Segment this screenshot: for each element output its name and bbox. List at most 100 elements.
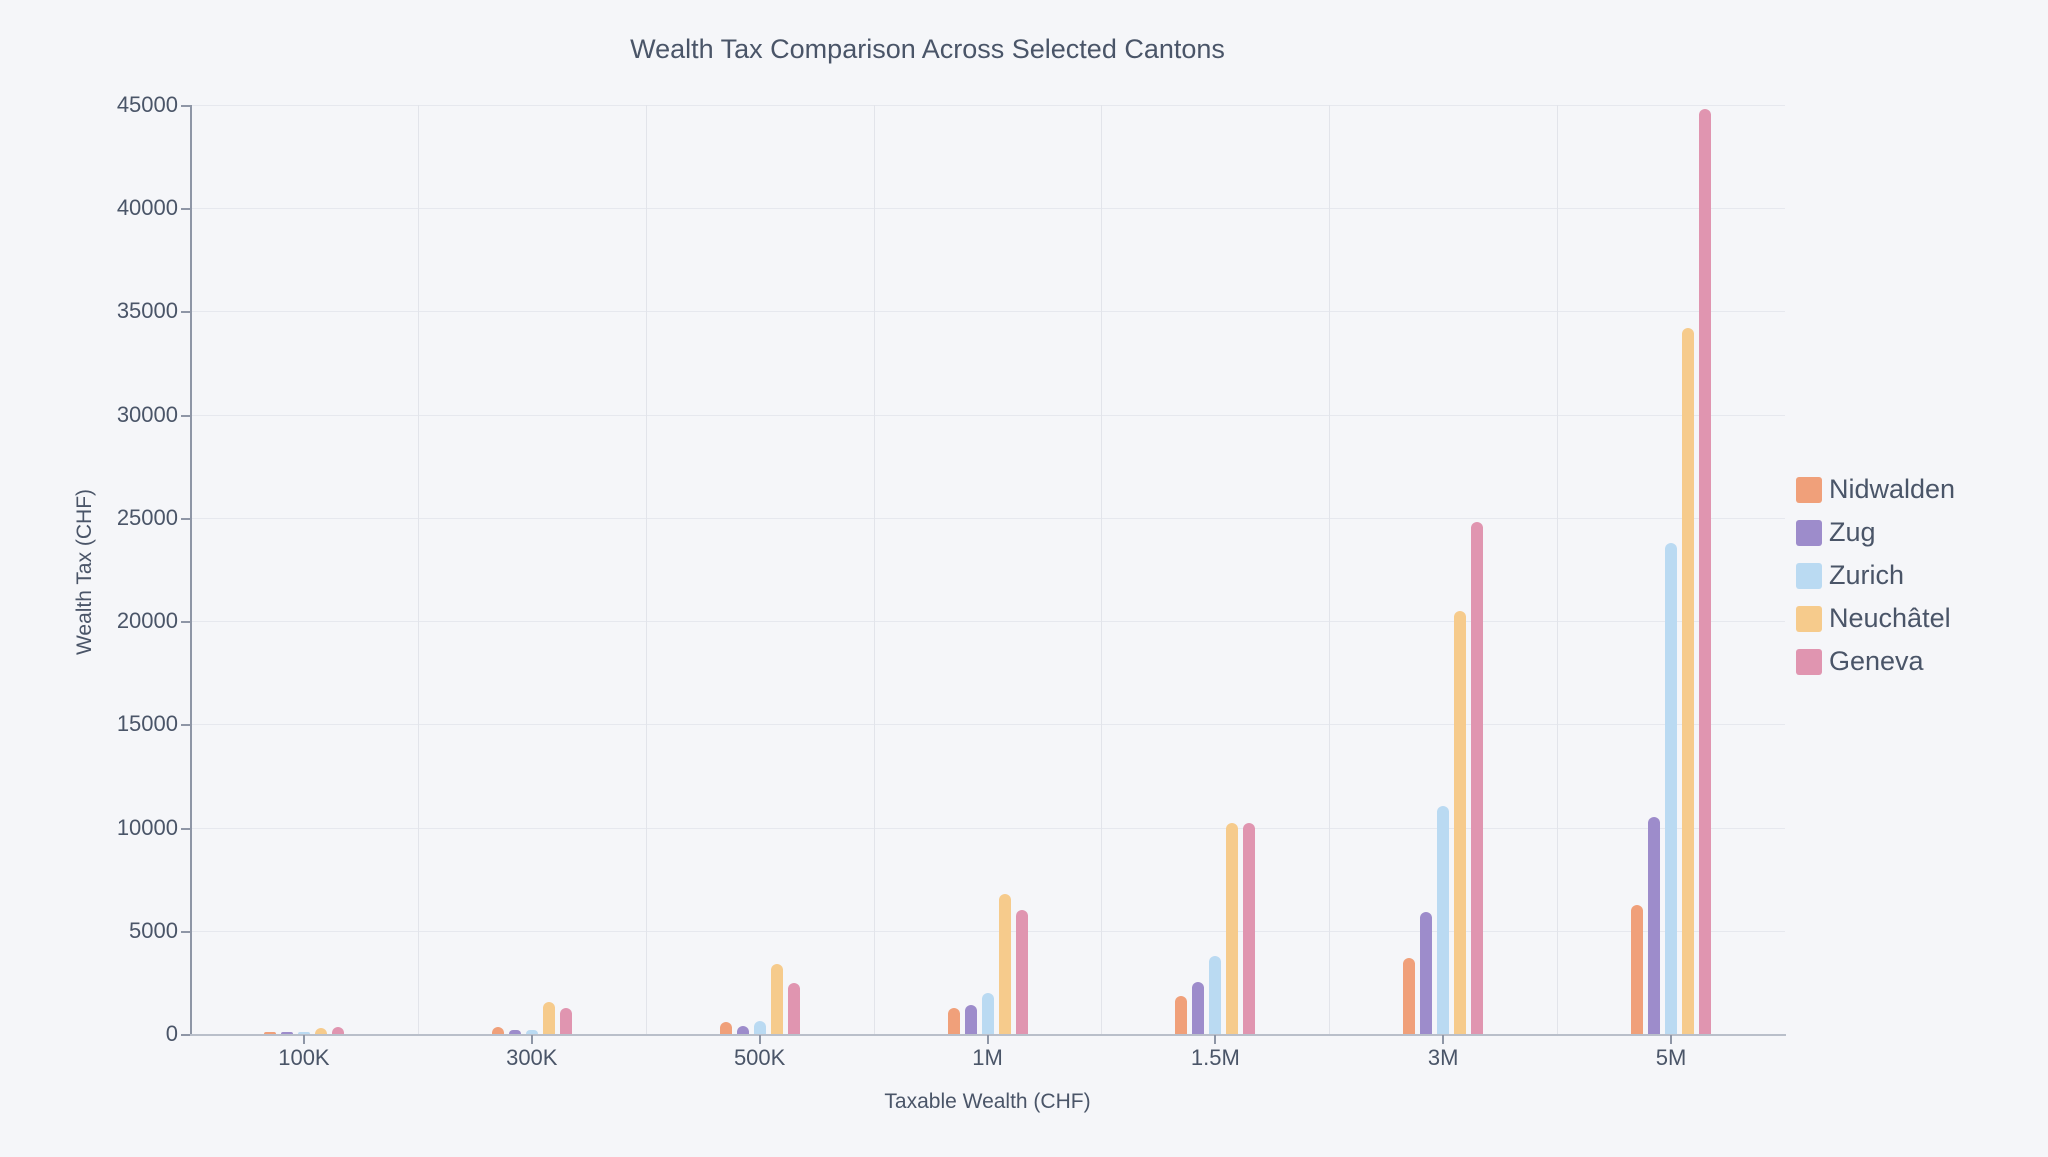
legend-label: Nidwalden bbox=[1829, 474, 1956, 504]
gridline-vertical bbox=[645, 105, 647, 1034]
bar-zurich-1_5m bbox=[1209, 955, 1222, 1034]
y-tick-label: 45000 bbox=[116, 92, 178, 117]
y-tick-label: 10000 bbox=[116, 814, 178, 840]
bar-zug-1m bbox=[964, 1005, 977, 1034]
x-tick-mark bbox=[758, 1035, 761, 1044]
gridline-horizontal bbox=[190, 414, 1785, 416]
y-tick-mark bbox=[181, 930, 190, 933]
gridline-vertical bbox=[417, 105, 419, 1034]
bar-neuchtel-5m bbox=[1682, 327, 1695, 1034]
bar-geneva-500k bbox=[787, 983, 800, 1034]
y-tick-mark bbox=[181, 621, 190, 624]
y-tick-label: 35000 bbox=[116, 298, 178, 324]
x-tick-label: 300K bbox=[506, 1045, 558, 1070]
gridline-vertical bbox=[873, 105, 875, 1034]
legend-item-geneva[interactable]: Geneva bbox=[1796, 640, 1955, 683]
gridline-horizontal bbox=[190, 930, 1785, 932]
x-tick-label: 100K bbox=[278, 1045, 330, 1070]
bar-zurich-1m bbox=[981, 992, 994, 1034]
bar-zug-1_5m bbox=[1192, 982, 1205, 1034]
y-tick-label: 20000 bbox=[116, 608, 178, 634]
bar-zurich-5m bbox=[1665, 542, 1678, 1034]
x-tick-label: 1M bbox=[972, 1045, 1003, 1070]
bar-zurich-500k bbox=[753, 1020, 766, 1034]
gridline-horizontal bbox=[190, 208, 1785, 210]
y-tick-mark bbox=[181, 414, 190, 417]
legend-swatch-icon bbox=[1796, 519, 1822, 546]
legend-swatch-icon bbox=[1796, 605, 1822, 632]
y-tick-mark bbox=[181, 724, 190, 727]
bar-zug-500k bbox=[736, 1025, 749, 1034]
x-tick-mark bbox=[1214, 1035, 1217, 1044]
y-tick-label: 30000 bbox=[116, 401, 178, 427]
legend-label: Geneva bbox=[1829, 646, 1924, 676]
x-tick-label: 500K bbox=[733, 1045, 786, 1070]
x-axis-title: Taxable Wealth (CHF) bbox=[884, 1090, 1091, 1113]
y-tick-label: 15000 bbox=[116, 711, 178, 737]
bar-nidwalden-1m bbox=[947, 1008, 960, 1034]
bar-neuchtel-500k bbox=[770, 963, 783, 1034]
x-tick-mark bbox=[1442, 1035, 1445, 1044]
y-tick-mark bbox=[181, 827, 190, 830]
y-tick-label: 5000 bbox=[129, 917, 178, 943]
y-tick-mark bbox=[181, 1034, 190, 1036]
bar-zug-100k bbox=[280, 1032, 293, 1034]
gridline-horizontal bbox=[190, 724, 1785, 726]
legend-label: Neuchâtel bbox=[1829, 603, 1951, 633]
legend-label: Zug bbox=[1829, 517, 1876, 547]
plot-area bbox=[190, 105, 1785, 1034]
bar-nidwalden-1_5m bbox=[1175, 995, 1188, 1034]
x-tick-mark bbox=[302, 1035, 305, 1044]
x-tick-mark bbox=[986, 1035, 989, 1044]
gridline-horizontal bbox=[190, 827, 1785, 829]
bar-zug-300k bbox=[508, 1029, 521, 1034]
bar-zug-5m bbox=[1648, 817, 1661, 1034]
bar-nidwalden-500k bbox=[719, 1021, 732, 1034]
legend-item-nidwalden[interactable]: Nidwalden bbox=[1796, 468, 1955, 511]
bar-zurich-100k bbox=[297, 1032, 310, 1034]
bar-geneva-100k bbox=[331, 1026, 344, 1034]
legend: Nidwalden Zug Zurich Neuchâtel Geneva bbox=[1796, 468, 1955, 683]
bar-neuchtel-300k bbox=[542, 1002, 555, 1034]
gridline-vertical bbox=[1557, 105, 1559, 1034]
bar-geneva-1m bbox=[1015, 910, 1028, 1034]
x-tick-mark bbox=[1670, 1035, 1673, 1044]
legend-item-neuchtel[interactable]: Neuchâtel bbox=[1796, 597, 1955, 640]
y-tick-label: 40000 bbox=[116, 195, 178, 221]
gridline-horizontal bbox=[190, 311, 1785, 313]
bar-geneva-300k bbox=[559, 1008, 572, 1034]
bar-geneva-3m bbox=[1471, 522, 1484, 1034]
legend-swatch-icon bbox=[1796, 476, 1822, 503]
bar-geneva-5m bbox=[1699, 109, 1712, 1034]
legend-swatch-icon bbox=[1796, 562, 1822, 589]
bar-nidwalden-3m bbox=[1403, 957, 1416, 1034]
bar-zurich-3m bbox=[1437, 805, 1450, 1034]
y-tick-mark bbox=[181, 517, 190, 520]
bar-nidwalden-5m bbox=[1631, 904, 1644, 1034]
gridline-horizontal bbox=[190, 517, 1785, 519]
x-tick-label: 5M bbox=[1655, 1045, 1687, 1070]
gridline-horizontal bbox=[190, 105, 1785, 106]
y-tick-label: 25000 bbox=[116, 504, 178, 530]
y-tick-mark bbox=[181, 105, 190, 107]
bar-neuchtel-1_5m bbox=[1226, 823, 1239, 1034]
gridline-horizontal bbox=[190, 621, 1785, 623]
legend-label: Zurich bbox=[1829, 560, 1905, 590]
bar-neuchtel-1m bbox=[998, 893, 1011, 1034]
bar-zug-3m bbox=[1420, 912, 1433, 1034]
legend-swatch-icon bbox=[1796, 648, 1822, 675]
y-tick-mark bbox=[181, 208, 190, 211]
gridline-vertical bbox=[1101, 105, 1103, 1034]
bar-zurich-300k bbox=[525, 1029, 538, 1034]
chart-title: Wealth Tax Comparison Across Selected Ca… bbox=[630, 34, 1225, 64]
bar-nidwalden-100k bbox=[263, 1031, 276, 1034]
bar-nidwalden-300k bbox=[491, 1026, 504, 1034]
y-axis bbox=[190, 105, 192, 1035]
legend-item-zurich[interactable]: Zurich bbox=[1796, 554, 1955, 597]
y-tick-label: 0 bbox=[165, 1021, 178, 1046]
y-axis-title: Wealth Tax (CHF) bbox=[73, 488, 96, 656]
x-tick-label: 3M bbox=[1427, 1045, 1459, 1070]
legend-item-zug[interactable]: Zug bbox=[1796, 511, 1955, 554]
gridline-vertical bbox=[1329, 105, 1331, 1034]
